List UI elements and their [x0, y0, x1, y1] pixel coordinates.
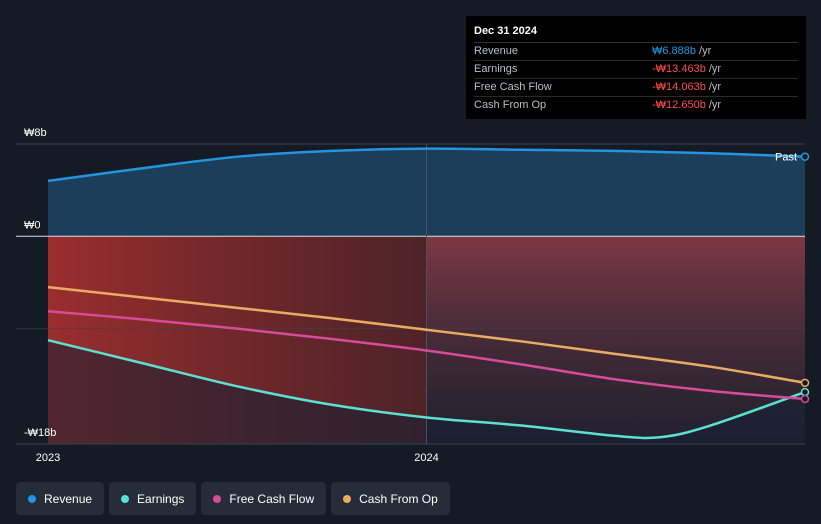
tooltip-value: -₩14.063b: [652, 81, 706, 93]
x-tick-label: 2024: [414, 452, 438, 464]
free-cash-flow-end-marker: [800, 394, 810, 404]
revenue-line: [47, 147, 806, 183]
tooltip-unit: /yr: [708, 99, 722, 111]
tooltip-row-revenue: Revenue ₩6.888b /yr: [474, 43, 798, 61]
tooltip-value: ₩6.888b: [652, 45, 697, 57]
tooltip-label: Earnings: [474, 63, 518, 75]
legend-dot-icon: [343, 494, 352, 503]
plot-area: ₩8b ₩0 -₩18b 2023 2024 Past: [16, 127, 810, 464]
past-label: Past: [775, 152, 797, 164]
legend: Revenue Earnings Free Cash Flow Cash Fro…: [16, 482, 450, 515]
tooltip-row-cash-from-op: Cash From Op -₩12.650b /yr: [474, 97, 798, 114]
y-tick-label: ₩8b: [24, 127, 47, 139]
y-tick-label: -₩18b: [24, 427, 56, 439]
free-cash-flow-line: [47, 310, 806, 401]
tooltip-label: Revenue: [474, 45, 519, 57]
earnings-line: [47, 338, 806, 440]
x-tick-label: 2023: [36, 452, 60, 464]
revenue-end-marker: [800, 152, 810, 161]
tooltip-value: -₩13.463b: [652, 63, 706, 75]
legend-label: Earnings: [137, 491, 185, 506]
tooltip-row-free-cash-flow: Free Cash Flow -₩14.063b /yr: [474, 79, 798, 97]
tooltip-unit: /yr: [708, 81, 722, 93]
legend-label: Free Cash Flow: [229, 491, 315, 506]
cash-from-op-end-marker: [800, 378, 810, 388]
legend-label: Cash From Op: [359, 491, 438, 506]
tooltip-label: Cash From Op: [474, 99, 547, 111]
earnings-area: [48, 340, 805, 444]
legend-dot-icon: [28, 494, 36, 503]
y-tick-label: ₩0: [24, 219, 41, 231]
cash-from-op-line: [47, 285, 806, 385]
legend-item-earnings[interactable]: Earnings: [109, 482, 197, 515]
legend-item-revenue[interactable]: Revenue: [16, 482, 105, 515]
earnings-end-marker: [800, 387, 810, 397]
tooltip-unit: /yr: [708, 63, 722, 75]
tooltip-row-earnings: Earnings -₩13.463b /yr: [474, 61, 798, 79]
legend-dot-icon: [121, 494, 130, 503]
tooltip-label: Free Cash Flow: [474, 81, 552, 93]
legend-item-cash-from-op[interactable]: Cash From Op: [331, 482, 450, 515]
tooltip-value: -₩12.650b: [652, 99, 706, 111]
legend-item-free-cash-flow[interactable]: Free Cash Flow: [201, 482, 327, 515]
legend-dot-icon: [213, 494, 222, 503]
tooltip-date: Dec 31 2024: [474, 24, 798, 43]
recent-negative-band: [426, 236, 805, 444]
tooltip: Dec 31 2024 Revenue ₩6.888b /yr Earnings…: [466, 16, 806, 119]
tooltip-unit: /yr: [699, 45, 712, 57]
legend-label: Revenue: [44, 491, 93, 506]
